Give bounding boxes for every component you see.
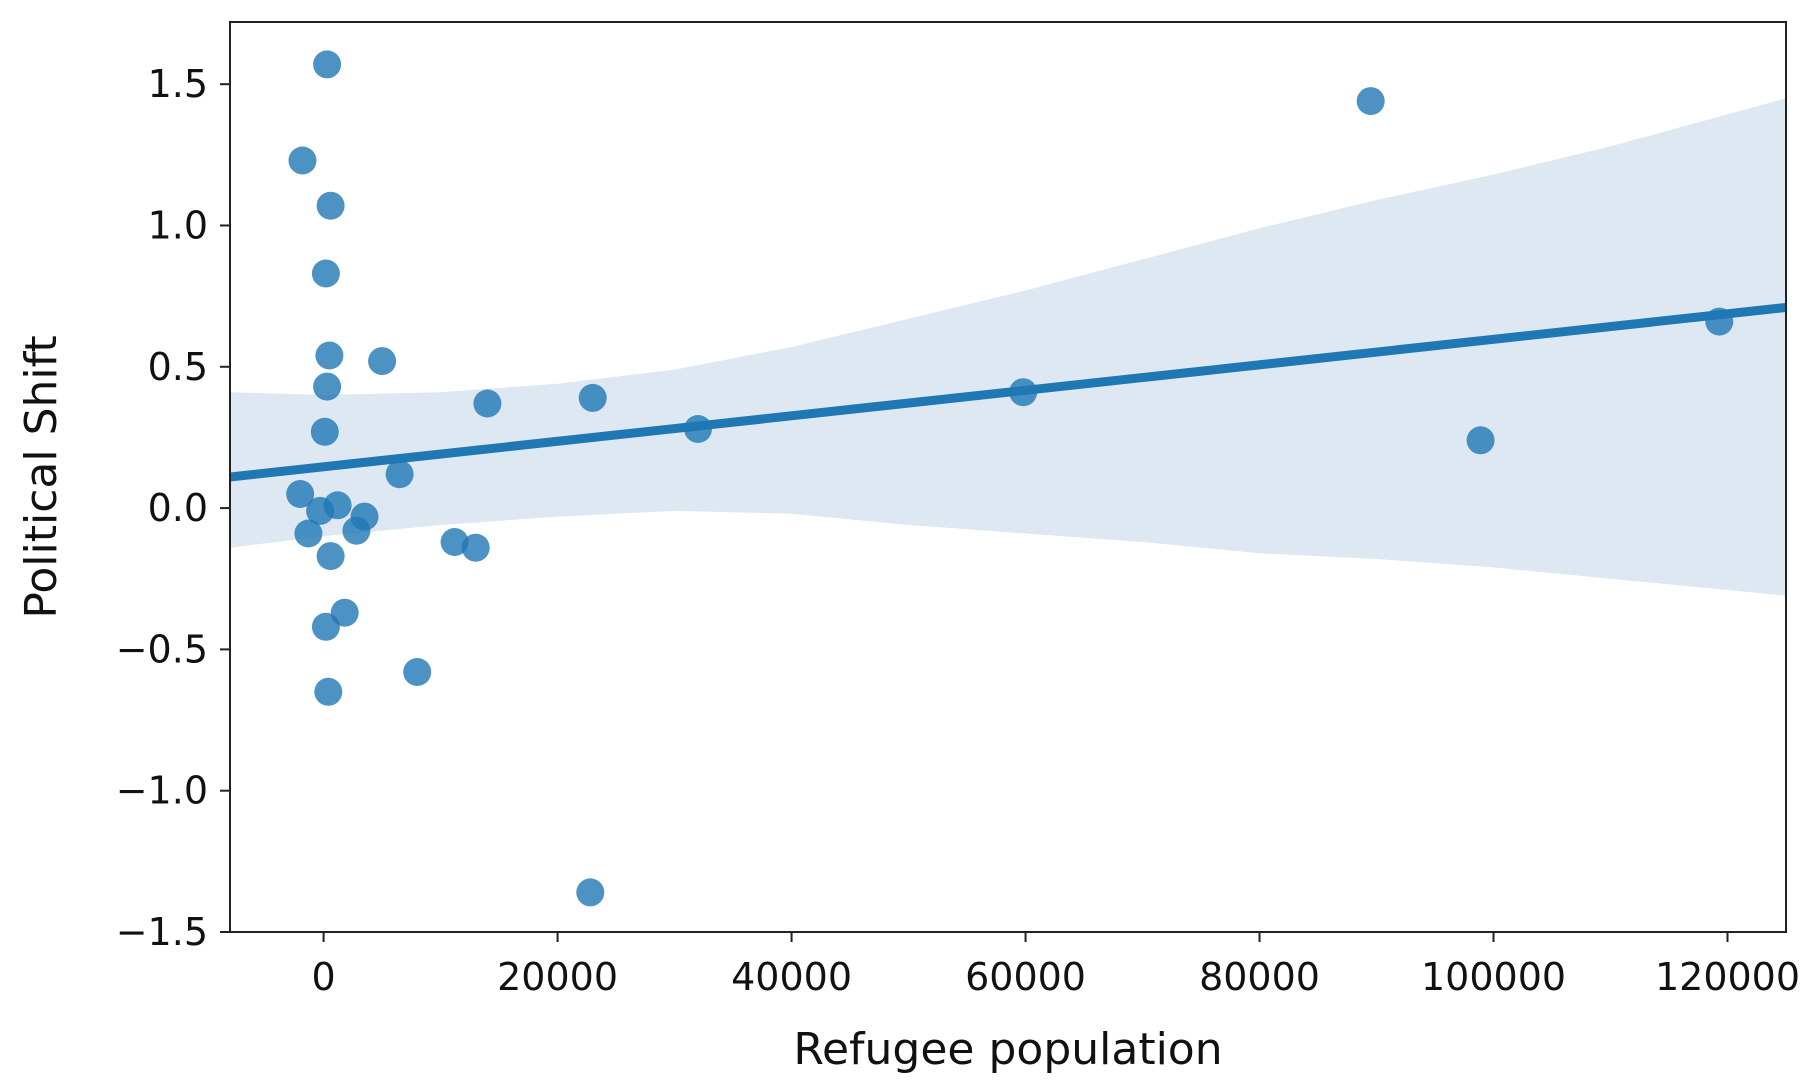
data-point [316, 191, 345, 220]
data-point [313, 50, 342, 79]
data-point [1356, 87, 1385, 116]
data-point [368, 347, 397, 376]
data-point [576, 878, 605, 907]
data-point [1466, 426, 1495, 455]
y-tick-label: 1.5 [148, 62, 208, 106]
x-axis-label: Refugee population [793, 1024, 1222, 1075]
data-point [310, 417, 339, 446]
x-tick-label: 60000 [965, 955, 1086, 999]
data-point [440, 528, 469, 556]
data-point [403, 658, 432, 686]
confidence-band [230, 98, 1786, 596]
data-point [385, 460, 414, 489]
x-tick-label: 100000 [1421, 955, 1566, 999]
data-points-layer [286, 50, 1734, 907]
data-point [323, 491, 352, 520]
x-axis-ticks: 0 20000 40000 60000 80000 100000 120000 [312, 932, 1800, 999]
x-tick-label: 40000 [731, 955, 852, 999]
y-tick-label: 0.5 [148, 345, 208, 389]
regression-line [230, 302, 1786, 482]
data-point [578, 383, 607, 412]
data-point [684, 415, 712, 443]
regression-line-layer [230, 302, 1786, 482]
confidence-band-layer [230, 98, 1786, 596]
y-axis-ticks: −1.5 −1.0 −0.5 0.0 0.5 1.0 1.5 [116, 62, 230, 954]
data-point [313, 372, 342, 401]
data-point [315, 341, 344, 370]
plot-frame [229, 21, 1787, 933]
axes-layer [229, 21, 1787, 933]
x-tick-label: 120000 [1655, 955, 1800, 999]
data-point [1009, 378, 1038, 407]
data-point [314, 677, 343, 706]
data-point [311, 259, 340, 288]
data-point [316, 542, 345, 571]
data-point [342, 516, 371, 545]
data-point [461, 533, 490, 562]
data-point [1705, 307, 1734, 336]
y-axis-label: Political Shift [16, 335, 67, 618]
y-tick-label: −1.5 [116, 910, 208, 954]
data-point [288, 146, 317, 175]
data-point [286, 480, 315, 508]
x-tick-label: 20000 [497, 955, 618, 999]
data-point [294, 519, 323, 548]
y-tick-label: 0.0 [148, 486, 208, 530]
data-point [311, 612, 340, 641]
y-tick-label: 1.0 [148, 203, 208, 247]
x-tick-label: 0 [312, 955, 336, 999]
y-tick-label: −1.0 [116, 769, 208, 813]
data-point [473, 389, 502, 418]
y-tick-label: −0.5 [116, 627, 208, 671]
x-tick-label: 80000 [1199, 955, 1320, 999]
